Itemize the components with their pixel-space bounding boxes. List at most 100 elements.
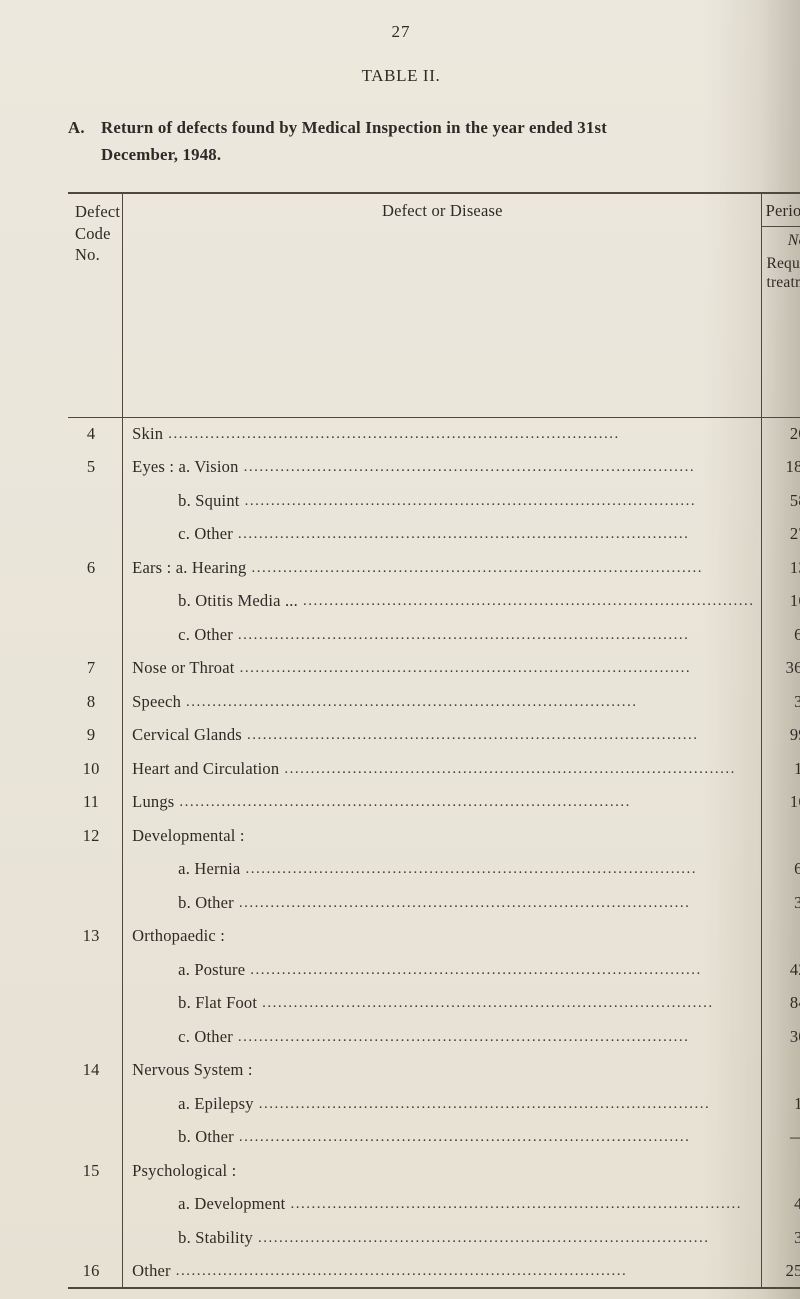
periodic-requiring-treatment-cell: 6 [761,618,800,652]
defect-code-cell: 9 [68,718,124,753]
defect-code-cell [68,618,124,652]
defect-name: Eyes : a. Vision [132,457,239,477]
defect-code-cell [68,953,124,987]
table-row: a. Development 4 26 1 4 [68,1187,800,1222]
defect-name: a. Development [178,1194,286,1214]
table-row: c. Other 6 1 6 1 [68,618,800,652]
defect-code-cell [68,852,124,887]
defect-name-cell: Lungs [122,785,763,820]
periodic-requiring-treatment-cell: 27 [761,517,800,552]
defect-name-cell: b. Other [122,1120,763,1155]
defect-name-cell: c. Other [122,618,763,652]
periodic-requiring-treatment-cell: 16 [761,584,800,619]
defect-name-cell: Psychological : [122,1154,763,1188]
table-row: a. Epilepsy 1 3 — — [68,1087,800,1121]
dot-leader [259,1096,755,1113]
periodic-requiring-treatment-cell: 84 [761,986,800,1021]
periodic-requiring-treatment-cell: — [761,1120,800,1155]
table-row: 13 Orthopaedic : [68,919,800,954]
header-defect-code: Defect Code No. [68,193,124,418]
defect-name-flex: b. Squint [132,491,754,511]
defect-name-flex: Skin [132,424,754,444]
periodic-requiring-treatment-cell: 99 [761,718,800,753]
dot-leader [245,493,755,510]
defect-name-cell: Skin [122,417,763,451]
defect-name: Heart and Circulation [132,758,280,778]
defect-name-cell: a. Development [122,1187,763,1222]
defect-code-cell [68,484,124,518]
defects-table: Defect Code No. Defect or Disease Period… [68,192,800,1290]
defect-code-cell: 13 [68,919,124,954]
table-row: a. Hernia 6 6 — — [68,852,800,887]
header-defect-code-label: Defect Code No. [75,202,121,265]
dot-leader [238,627,755,644]
defect-name: Speech [132,691,182,711]
defect-name-cell: Cervical Glands [122,718,763,753]
defect-name: b. Squint [178,490,240,510]
dot-leader [247,727,755,744]
table-row: 5 Eyes : a. Vision 185 37 36 1 [68,450,800,485]
dot-leader [251,560,754,577]
periodic-requiring-treatment-cell [761,1053,800,1088]
defect-name-cell: b. Squint [122,484,763,518]
header-row-no-of-defects: No. of Defects No. of Defects [68,226,800,254]
defect-name: b. Other [178,1127,234,1147]
defect-code-cell [68,1221,124,1255]
dot-leader [290,1196,754,1213]
defect-name: Lungs [132,792,175,812]
defect-code-cell: 14 [68,1053,124,1088]
dot-leader [284,761,754,778]
dot-leader [238,526,755,543]
defect-code-cell [68,1020,124,1054]
defect-name: b. Flat Foot [178,993,258,1013]
defect-name: Nervous System : [132,1060,253,1080]
header-defect-or-disease: Defect or Disease [122,193,763,418]
defect-name-cell: c. Other [122,1020,763,1054]
defect-name-flex: c. Other [132,524,754,544]
defect-code-cell [68,1087,124,1121]
table-row: 14 Nervous System : [68,1053,800,1088]
defect-name: Developmental : [132,825,245,845]
defect-code-cell [68,1187,124,1222]
defect-name: b. Otitis Media ... [178,591,298,611]
table-row: 7 Nose or Throat 366 155 68 10 [68,651,800,686]
dot-leader [238,1029,755,1046]
table-body: 4 Skin 20 18 3 5 5 Eyes : a. Vision 185 … [68,417,800,1289]
defect-name-flex: Ears : a. Hearing [132,558,754,578]
defect-name-flex: Orthopaedic : [132,926,754,946]
defect-name-cell: a. Epilepsy [122,1087,763,1121]
dot-leader [239,1129,755,1146]
defect-code-cell: 4 [68,417,124,451]
header-row-inspections: Defect Code No. Defect or Disease Period… [68,193,800,418]
header-periodic-inspections: Periodic Inspections [761,193,800,228]
defect-code-cell: 16 [68,1254,124,1289]
dot-leader [168,426,754,443]
table-header: Defect Code No. Defect or Disease Period… [68,193,800,418]
defect-name-flex: Psychological : [132,1161,754,1181]
periodic-requiring-treatment-cell: 30 [761,1020,800,1054]
defect-name-flex: c. Other [132,625,754,645]
defect-name-flex: b. Stability [132,1228,754,1248]
header-periodic-requiring-treatment: Requiring treatment [761,253,800,418]
defect-code-cell: 5 [68,450,124,485]
periodic-requiring-treatment-cell: 42 [761,953,800,987]
defect-code-cell: 12 [68,819,124,853]
defect-name: Cervical Glands [132,725,242,745]
dot-leader [244,459,755,476]
defect-name-cell: c. Other [122,517,763,552]
defect-name: Other [132,1260,171,1280]
defect-code-cell: 8 [68,685,124,719]
dot-leader [176,1263,755,1280]
defect-name-cell: Developmental : [122,819,763,853]
table-title: TABLE II. [361,66,441,85]
defect-name-cell: Orthopaedic : [122,919,763,954]
periodic-requiring-treatment-cell: 366 [761,651,800,686]
defect-name-cell: a. Hernia [122,852,763,887]
table-row: 8 Speech 3 4 1 — [68,685,800,719]
defect-name-cell: b. Otitis Media ... [122,584,763,619]
section-text: Return of defects found by Medical Inspe… [101,118,607,165]
periodic-requiring-treatment-cell: 4 [761,1187,800,1222]
defect-name-flex: Developmental : [132,826,754,846]
periodic-requiring-treatment-cell: 1 [761,1087,800,1121]
dot-leader [240,660,755,677]
